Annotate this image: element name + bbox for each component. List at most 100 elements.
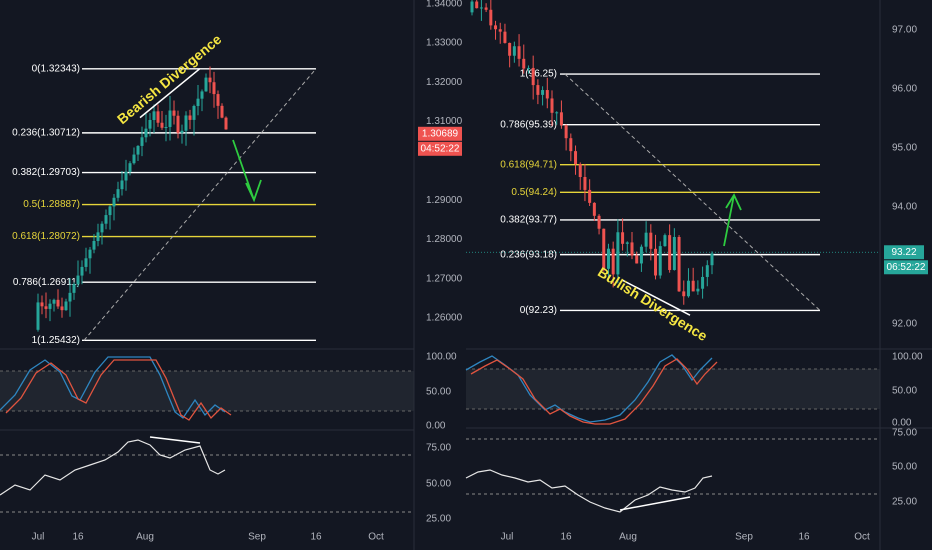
candle-body — [592, 202, 596, 216]
candle-body — [654, 248, 658, 276]
candle-body — [128, 163, 132, 172]
candle-body — [156, 111, 160, 123]
time-tick-label: Aug — [136, 532, 154, 543]
left-stochastic-pane[interactable]: 100.00 50.00 0.00 — [0, 348, 457, 432]
right-rsi-pane[interactable]: 75.00 50.00 25.00 — [465, 427, 932, 513]
candle-body — [625, 242, 629, 244]
price-tick-label: 1.31000 — [426, 116, 463, 127]
candle-body — [168, 110, 172, 127]
fib-label: 0(92.23) — [520, 305, 557, 316]
fib-label: 0.618(94.71) — [500, 159, 557, 170]
candle-body — [184, 115, 188, 131]
fib-label: 0.236(1.30712) — [12, 128, 80, 139]
fib-label: 0.786(95.39) — [500, 119, 557, 130]
fib-label: 0.382(1.29703) — [12, 167, 80, 178]
candle-body — [36, 302, 40, 330]
stoch-tick-label: 0.00 — [426, 421, 446, 432]
candle-body — [180, 130, 184, 133]
candle-body — [512, 46, 516, 56]
candle-body — [569, 138, 573, 152]
candle-body — [192, 105, 196, 120]
candle-body — [677, 237, 681, 292]
candle-body — [522, 58, 526, 69]
candle-body — [60, 306, 64, 311]
arrow-up-icon — [723, 193, 742, 247]
rsi-tick-label: 25.00 — [892, 497, 917, 508]
candle-body — [96, 232, 100, 241]
candle-body — [88, 249, 92, 259]
candle-body — [621, 232, 625, 244]
time-tick-label: Jul — [32, 532, 45, 543]
candle-body — [578, 164, 582, 177]
candle-body — [144, 128, 148, 138]
candle-body — [44, 306, 48, 309]
candle-body — [212, 82, 216, 95]
arrow-down-icon — [232, 139, 262, 203]
candle-body — [588, 189, 592, 203]
stoch-d-line — [5, 359, 232, 421]
price-tick-label: 1.27000 — [426, 273, 463, 284]
divergence-line — [139, 67, 201, 119]
stoch-d-line — [470, 358, 718, 425]
stoch-tick-label: 50.00 — [892, 386, 917, 397]
fib-label: 1(96.25) — [520, 69, 557, 80]
candle-body — [216, 94, 220, 106]
current-price-tag[interactable] — [884, 245, 924, 260]
rsi-tick-label: 75.00 — [892, 428, 917, 439]
candle-body — [635, 255, 639, 264]
candle-body — [72, 284, 76, 293]
left-rsi-pane[interactable]: 75.00 50.00 25.00 — [0, 429, 451, 525]
candle-body — [200, 91, 204, 99]
candle-body — [92, 241, 96, 250]
time-tick-label: Sep — [735, 532, 753, 543]
fib-label: 0.236(93.18) — [500, 249, 557, 260]
time-tick-label: Sep — [248, 532, 266, 543]
candle-body — [606, 248, 610, 269]
rsi-tick-label: 50.00 — [426, 479, 451, 490]
left-price-axis[interactable]: 1.33000 1.32000 1.31000 1.29000 1.28000 1.270… — [413, 0, 463, 550]
time-tick-label: 16 — [72, 532, 84, 543]
candle-body — [517, 46, 521, 59]
stoch-band — [466, 369, 880, 409]
time-tick-label: 16 — [560, 532, 572, 543]
candle-body — [583, 177, 587, 190]
candle-body — [48, 303, 52, 309]
fib-label: 0(1.32343) — [32, 63, 80, 74]
candle-body — [116, 189, 120, 198]
candle-body — [220, 105, 224, 118]
current-price-label: 93.22 — [891, 247, 916, 258]
candle-body — [701, 276, 705, 289]
candle-body — [64, 301, 68, 311]
rsi-tick-label: 25.00 — [426, 514, 451, 525]
rsi-divergence-line — [149, 436, 201, 444]
candle-body — [696, 288, 700, 292]
candle-body — [686, 280, 690, 297]
candle-body — [531, 67, 535, 86]
candle-body — [503, 31, 507, 43]
candle-body — [80, 266, 84, 276]
fib-label: 0.5(1.28887) — [23, 199, 80, 210]
right-stochastic-pane[interactable]: 100.00 50.00 0.00 — [465, 348, 932, 429]
price-tick-label: 1.32000 — [426, 77, 463, 88]
time-tick-label: Aug — [619, 532, 637, 543]
stoch-k-line — [0, 356, 226, 419]
candle-body — [649, 232, 653, 249]
current-price-tag[interactable] — [418, 126, 462, 141]
countdown-tag — [884, 260, 928, 275]
countdown-tag — [418, 141, 462, 156]
candle-body — [663, 235, 667, 247]
time-tick-label: Oct — [368, 532, 384, 543]
stoch-tick-label: 0.00 — [892, 418, 912, 429]
left-time-axis: Jul 16 Aug Sep 16 Oct — [32, 532, 384, 543]
candle-body — [672, 237, 676, 270]
candle-body — [555, 112, 559, 114]
stoch-tick-label: 100.00 — [892, 352, 923, 363]
candle-body — [545, 90, 549, 99]
candle-body — [40, 302, 44, 307]
fib-label: 0.5(94.24) — [511, 187, 557, 198]
candle-body — [602, 228, 606, 269]
price-tick-label: 1.26000 — [426, 313, 463, 324]
right-price-axis[interactable]: 1.34000 97.00 96.00 95.00 94.00 92.00 93.22 06:… — [426, 0, 928, 550]
